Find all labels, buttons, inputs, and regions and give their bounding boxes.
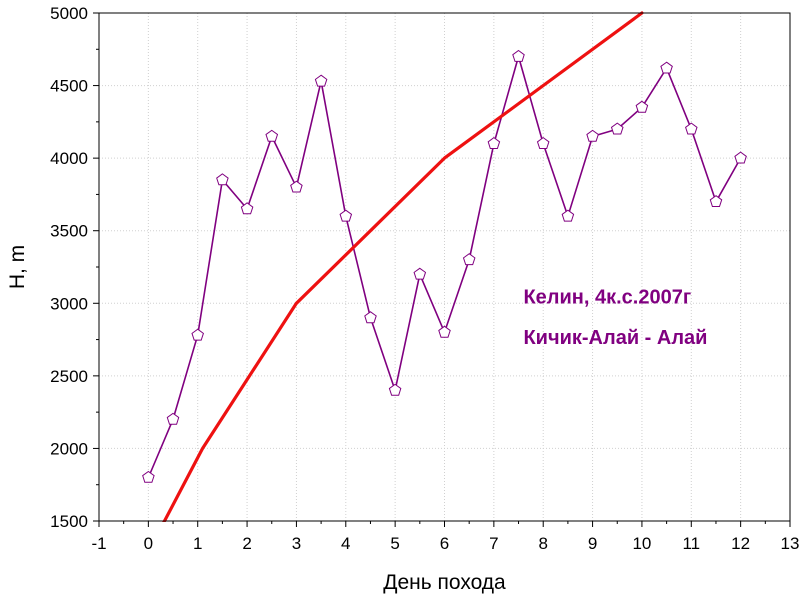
series-line-0	[147, 55, 742, 479]
data-point	[265, 129, 279, 142]
data-point	[512, 49, 525, 62]
data-point	[142, 470, 155, 483]
data-point	[660, 61, 673, 74]
y-tick-label: 5000	[50, 4, 88, 23]
data-point	[734, 151, 747, 164]
axis-ticks	[93, 12, 791, 527]
x-tick-label: 13	[781, 534, 800, 553]
x-tick-label: 5	[390, 534, 399, 553]
data-point	[388, 383, 402, 396]
x-tick-label: 12	[731, 534, 750, 553]
data-point	[685, 122, 698, 135]
data-point	[561, 209, 575, 222]
data-point	[364, 311, 377, 324]
x-tick-label: 9	[588, 534, 597, 553]
annotation-route-name: Кичик-Алай - Алай	[523, 327, 707, 349]
y-tick-label: 3000	[50, 294, 88, 313]
x-axis-title: День похода	[383, 571, 506, 594]
y-tick-label: 2500	[50, 367, 88, 386]
x-tick-label: -1	[91, 534, 106, 553]
y-tick-label: 4500	[50, 77, 88, 96]
data-point	[240, 202, 254, 215]
annotation-route-title: Келин, 4к.с.2007г	[523, 286, 691, 308]
data-point	[586, 129, 599, 142]
tick-labels: -1 0 1 2 3 4 5 6 7 8 9 10 11 12 1315002000250030003500…	[50, 4, 799, 553]
data-point	[290, 180, 303, 193]
data-point	[216, 173, 229, 186]
x-tick-label: 1	[193, 534, 202, 553]
grid	[99, 13, 790, 521]
y-tick-label: 1500	[50, 512, 88, 531]
y-tick-label: 4000	[50, 149, 88, 168]
data-point	[610, 122, 624, 135]
data-point	[487, 136, 501, 149]
series-line-1	[159, 11, 644, 530]
data-point	[413, 267, 427, 280]
plot-frame	[98, 12, 791, 522]
data-point	[438, 325, 451, 338]
x-tick-label: 10	[632, 534, 651, 553]
y-tick-label: 3500	[50, 222, 88, 241]
data-point	[166, 412, 180, 425]
data-point	[314, 74, 328, 87]
bottom-mask	[39, 522, 800, 597]
data-point	[191, 328, 204, 341]
x-tick-label: 7	[489, 534, 498, 553]
data-point	[462, 253, 476, 266]
y-axis-title: H, m	[6, 245, 29, 289]
x-tick-label: 6	[440, 534, 449, 553]
series-layer	[39, 11, 800, 597]
data-point	[339, 209, 353, 222]
x-tick-label: 4	[341, 534, 350, 553]
x-tick-label: 2	[242, 534, 251, 553]
x-tick-label: 8	[538, 534, 547, 553]
x-tick-label: 11	[682, 534, 700, 553]
x-tick-label: 3	[292, 534, 301, 553]
y-tick-label: 2000	[50, 439, 88, 458]
x-tick-label: 0	[144, 534, 153, 553]
data-point	[536, 136, 550, 149]
data-point	[635, 100, 649, 113]
data-point	[709, 195, 723, 207]
